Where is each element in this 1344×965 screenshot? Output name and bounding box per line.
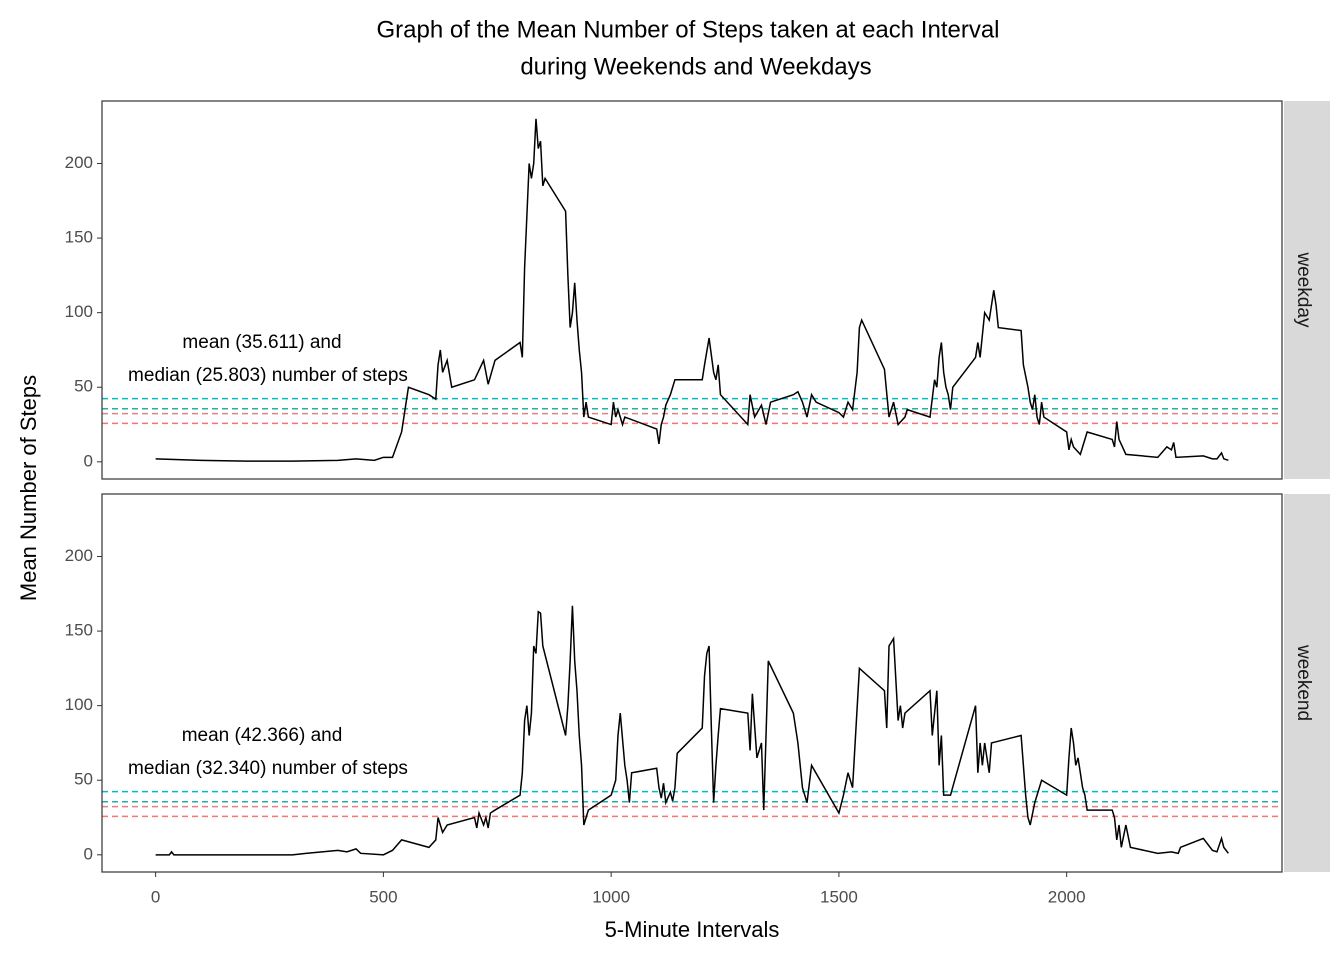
x-tick-label: 2000: [1048, 887, 1086, 906]
data-line: [155, 118, 1229, 462]
y-tick-label: 0: [84, 844, 93, 863]
x-axis-label: 5-Minute Intervals: [605, 917, 780, 942]
y-tick-label: 200: [65, 546, 93, 565]
facet-label: weekday: [1293, 252, 1314, 328]
x-tick-label: 1500: [820, 887, 858, 906]
y-axis-label: Mean Number of Steps: [16, 375, 41, 601]
y-tick-label: 200: [65, 153, 93, 172]
panel-background: [102, 101, 1282, 479]
x-tick-label: 1000: [592, 887, 630, 906]
chart-title: during Weekends and Weekdays: [520, 53, 871, 80]
y-tick-label: 100: [65, 695, 93, 714]
facet-strip: [1284, 101, 1330, 479]
y-tick-label: 150: [65, 621, 93, 640]
panel-border: [101, 100, 1283, 480]
annotation: mean (35.611) and: [182, 332, 341, 353]
facet-strip: [1284, 494, 1330, 872]
annotation: mean (42.366) and: [182, 725, 343, 746]
x-tick-label: 500: [369, 887, 397, 906]
facet-label: weekend: [1293, 644, 1314, 721]
y-tick-label: 50: [74, 377, 93, 396]
y-tick-label: 100: [65, 302, 93, 321]
panel-border: [101, 493, 1283, 873]
chart-title: Graph of the Mean Number of Steps taken …: [376, 16, 999, 43]
y-tick-label: 50: [74, 770, 93, 789]
y-tick-label: 150: [65, 228, 93, 247]
annotation: median (32.340) number of steps: [128, 758, 408, 779]
panel-background: [102, 494, 1282, 872]
x-tick-label: 0: [151, 887, 160, 906]
annotation: median (25.803) number of steps: [128, 365, 408, 386]
data-line: [155, 605, 1229, 856]
y-tick-label: 0: [84, 451, 93, 470]
